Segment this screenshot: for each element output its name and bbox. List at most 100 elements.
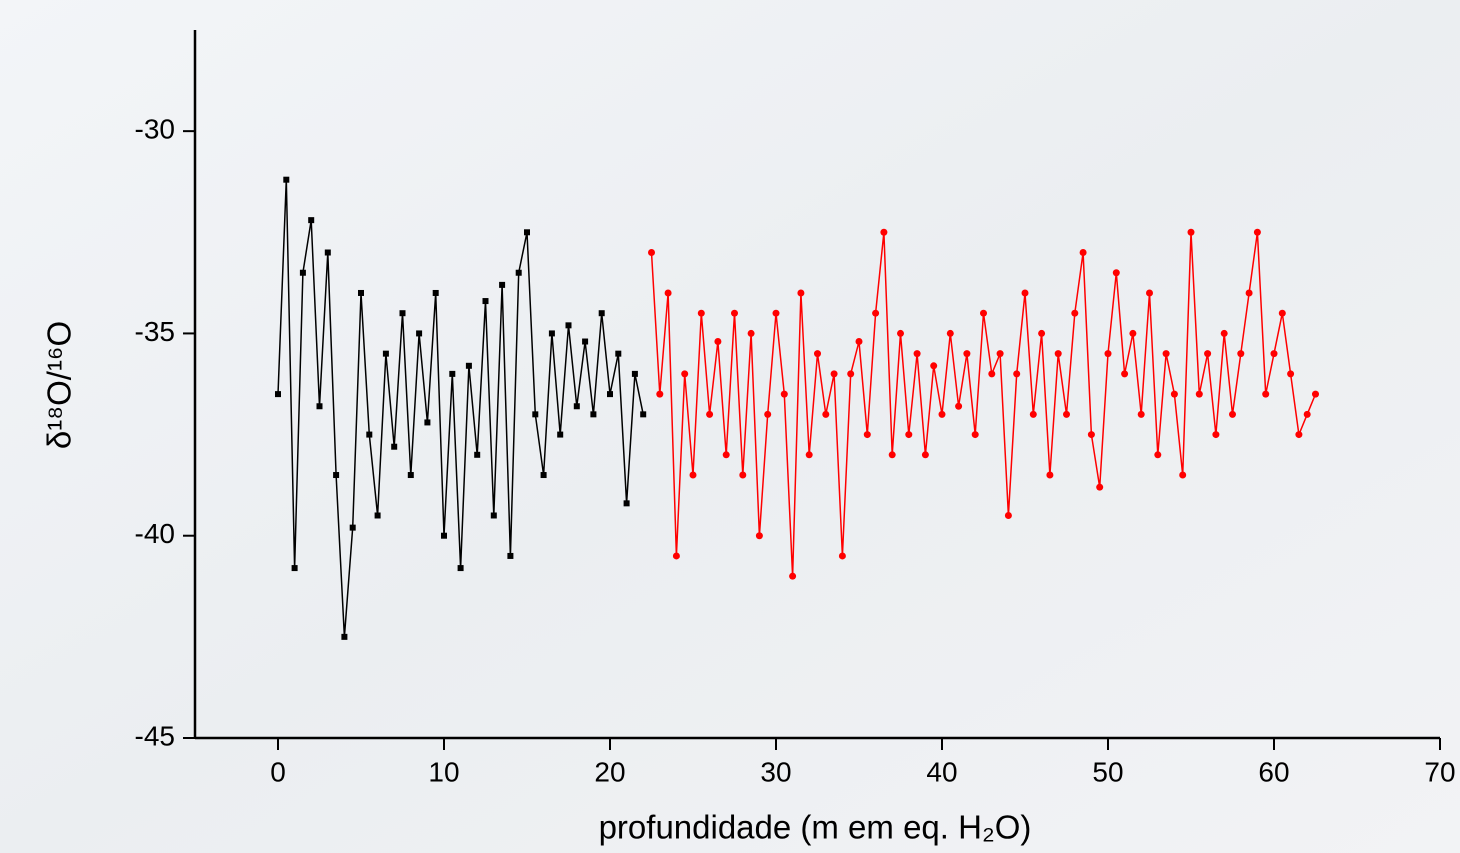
data-point	[1038, 329, 1046, 337]
data-point	[465, 362, 472, 369]
data-point	[316, 403, 323, 410]
data-point	[897, 329, 904, 337]
data-point	[432, 289, 439, 296]
data-point	[747, 329, 755, 337]
data-point	[291, 565, 298, 572]
data-point	[814, 350, 821, 358]
data-point	[1129, 329, 1137, 337]
data-point	[490, 512, 497, 519]
data-point	[1013, 370, 1021, 378]
data-point	[1253, 228, 1261, 236]
data-point	[590, 411, 597, 418]
data-point	[607, 391, 613, 398]
data-point	[1278, 309, 1286, 317]
data-point	[946, 329, 954, 337]
data-point	[697, 309, 705, 317]
data-point	[764, 410, 772, 418]
data-point	[565, 322, 572, 329]
data-point	[1096, 483, 1104, 491]
data-point	[1004, 511, 1012, 519]
data-point	[1162, 350, 1170, 358]
data-point	[971, 431, 979, 439]
x-tick-label: 0	[270, 756, 286, 787]
x-tick-label: 20	[594, 756, 625, 787]
data-point	[681, 370, 689, 378]
data-point	[324, 249, 331, 256]
data-point	[1295, 431, 1303, 439]
data-point	[275, 391, 281, 398]
data-point	[755, 532, 763, 540]
data-point	[391, 443, 398, 450]
x-tick-label: 50	[1092, 756, 1123, 787]
data-point	[980, 309, 987, 317]
data-point	[1262, 390, 1270, 398]
data-point	[706, 410, 714, 418]
data-point	[938, 410, 946, 418]
data-point	[913, 350, 921, 358]
data-point	[449, 370, 456, 377]
data-point	[631, 370, 638, 377]
data-point	[1021, 289, 1029, 297]
data-point	[1245, 289, 1253, 297]
data-point	[921, 451, 929, 459]
data-point	[524, 229, 530, 236]
data-point	[1146, 289, 1153, 297]
data-point	[1046, 471, 1054, 479]
data-point	[1270, 350, 1278, 358]
data-point	[407, 472, 414, 479]
data-point	[424, 419, 431, 426]
data-point	[540, 472, 547, 479]
data-point	[689, 471, 697, 479]
data-point	[333, 472, 340, 479]
data-point	[416, 330, 423, 337]
data-point	[888, 451, 896, 459]
data-point	[988, 370, 996, 378]
data-point	[399, 310, 406, 317]
data-point	[722, 451, 730, 459]
data-point	[548, 330, 555, 337]
data-point	[532, 411, 539, 418]
data-point	[507, 552, 514, 559]
data-point	[1229, 410, 1236, 418]
data-point	[996, 350, 1004, 358]
y-axis-title: δ¹⁸O/¹⁶O	[41, 321, 78, 449]
data-point	[573, 403, 580, 410]
data-point	[349, 524, 356, 531]
data-point	[855, 338, 863, 346]
data-point	[797, 289, 805, 297]
data-point	[880, 228, 888, 236]
data-point	[1179, 471, 1187, 479]
data-point	[1104, 350, 1112, 358]
data-point	[615, 350, 622, 357]
data-point	[905, 431, 913, 439]
data-point	[1312, 390, 1319, 398]
data-point	[283, 176, 290, 183]
data-point	[640, 411, 647, 418]
data-point	[789, 572, 797, 580]
data-point	[1303, 410, 1311, 418]
data-point	[772, 309, 780, 317]
data-point	[623, 500, 630, 507]
data-point	[374, 512, 381, 519]
data-point	[1087, 431, 1095, 439]
data-point	[457, 565, 464, 572]
data-point	[582, 338, 589, 345]
data-point	[598, 310, 605, 317]
data-point	[739, 471, 747, 479]
data-point	[955, 402, 963, 410]
data-point	[664, 289, 672, 297]
data-point	[366, 431, 373, 438]
x-tick-label: 70	[1424, 756, 1455, 787]
data-point	[731, 309, 738, 317]
data-point	[1154, 451, 1162, 459]
data-point	[499, 281, 506, 288]
data-point	[299, 269, 306, 276]
data-point	[474, 451, 481, 458]
data-point	[557, 431, 564, 438]
y-tick-label: -30	[135, 114, 175, 145]
data-point	[1121, 370, 1129, 378]
data-point	[1112, 269, 1120, 277]
data-point	[863, 431, 871, 439]
